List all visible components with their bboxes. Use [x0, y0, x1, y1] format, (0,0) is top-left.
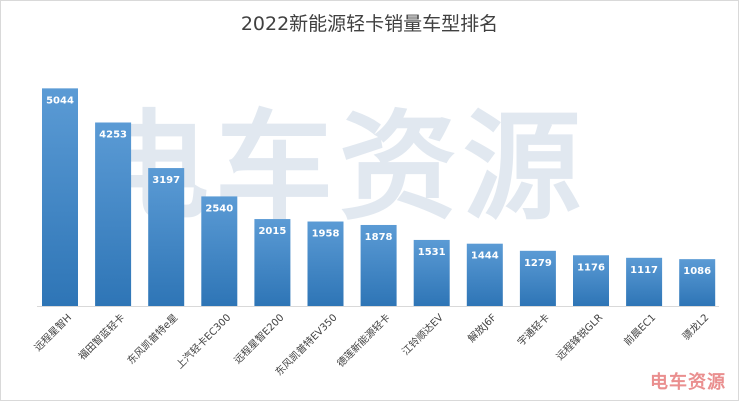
- bar: [626, 257, 663, 306]
- data-label: 1531: [418, 247, 446, 258]
- bars-group: [37, 88, 719, 307]
- category-label: 东风凯普特e星: [124, 311, 180, 367]
- data-label: 2015: [258, 226, 286, 237]
- data-label: 1279: [524, 258, 552, 269]
- bar: [519, 250, 556, 306]
- data-label: 4253: [99, 129, 127, 140]
- bar: [148, 168, 185, 306]
- data-label: 1878: [365, 232, 393, 243]
- category-label: 福田智蓝轻卡: [76, 311, 128, 363]
- category-label: 宇通轻卡: [515, 311, 552, 348]
- data-label: 1176: [577, 262, 605, 273]
- bar: [254, 219, 291, 306]
- logo: 电车资源: [650, 372, 726, 393]
- value-labels-group: 5044 4253 3197 2540 2015 1958 1878 1531 1444 1279…: [46, 95, 711, 277]
- category-label: 远程星智E200: [231, 311, 286, 366]
- bar: [413, 239, 450, 306]
- category-label: 解放J6F: [465, 311, 499, 345]
- bar: [360, 224, 397, 306]
- data-label: 1117: [630, 265, 658, 276]
- bar: [573, 255, 609, 306]
- bar: [95, 122, 132, 306]
- data-label: 2540: [205, 203, 233, 214]
- data-label: 3197: [152, 175, 180, 186]
- data-label: 1086: [683, 266, 711, 277]
- category-label: 远程锋锐GLR: [553, 311, 605, 363]
- category-label: 江铃顺达EV: [399, 311, 446, 358]
- bar: [42, 88, 78, 306]
- data-label: 5044: [46, 95, 74, 106]
- category-label: 骠龙L2: [680, 311, 712, 343]
- category-label: 上汽轻卡EC300: [173, 311, 233, 371]
- bar: [201, 196, 238, 306]
- data-label: 1444: [471, 251, 499, 262]
- category-label: 德莲新能源轻卡: [334, 311, 393, 370]
- category-label: 前晨EC1: [621, 311, 658, 348]
- bar: [466, 243, 503, 306]
- category-label: 远程星智H: [31, 311, 74, 354]
- bar: [307, 221, 344, 306]
- bar: [679, 259, 716, 306]
- chart-title: 2022新能源轻卡销量车型排名: [240, 13, 499, 35]
- data-label: 1958: [312, 229, 340, 240]
